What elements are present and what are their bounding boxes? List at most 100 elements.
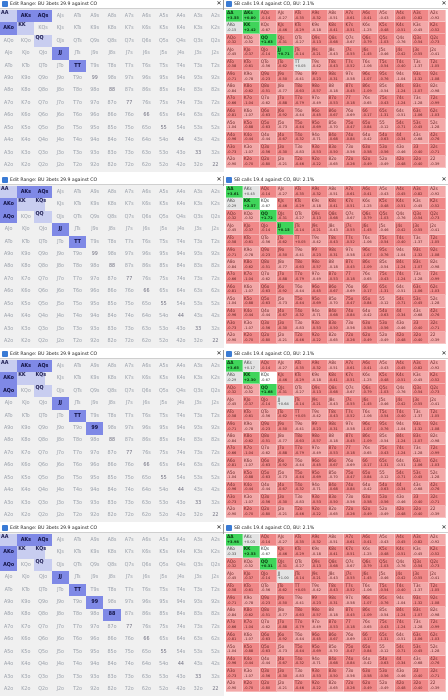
range-cell[interactable]: 33 — [189, 671, 207, 684]
range-cell[interactable]: 33 — [189, 323, 207, 336]
equity-cell[interactable]: 64o -0.42 — [361, 131, 379, 144]
range-cell[interactable]: Q9o — [34, 422, 52, 435]
range-cell[interactable]: 98o — [86, 434, 104, 448]
equity-cell[interactable]: J8o -0.77 — [276, 82, 294, 96]
range-cell[interactable]: Q2s — [206, 210, 224, 224]
equity-cell[interactable]: 64s -0.51 — [395, 457, 413, 470]
range-cell[interactable]: 87s — [120, 260, 138, 274]
range-cell[interactable]: 66 — [137, 459, 156, 473]
range-cell[interactable]: 95s — [155, 422, 173, 435]
range-cell[interactable]: AKs — [17, 534, 35, 547]
range-cell[interactable]: QJs — [51, 384, 69, 398]
range-cell[interactable]: T5o — [68, 122, 87, 135]
equity-cell[interactable]: 33 -0.40 — [412, 143, 430, 156]
range-cell[interactable]: 43s — [189, 658, 207, 672]
equity-cell[interactable]: AQo -0.32 — [226, 558, 243, 571]
range-cell[interactable]: 74o — [120, 310, 138, 324]
equity-cell[interactable]: 63s -1.06 — [412, 631, 430, 644]
range-cell[interactable]: 76o — [120, 285, 138, 299]
equity-cell[interactable]: K4s -0.51 — [395, 22, 413, 35]
range-cell[interactable]: KQo — [17, 558, 35, 572]
equity-cell[interactable]: T2s -1.05 — [429, 582, 446, 595]
range-cell[interactable]: J9o — [51, 596, 69, 609]
range-cell[interactable]: QJs — [51, 558, 69, 572]
equity-cell[interactable]: K4s -0.51 — [395, 372, 413, 385]
range-cell[interactable]: KQo — [17, 210, 35, 224]
equity-cell[interactable]: K4s -0.51 — [395, 198, 413, 211]
equity-cell[interactable]: 75o -0.47 — [344, 119, 362, 132]
equity-cell[interactable]: AKo -0.33 — [226, 546, 243, 559]
range-cell[interactable]: 96s — [137, 248, 156, 261]
range-cell[interactable]: T5s — [155, 235, 173, 249]
equity-cell[interactable]: 98o -0.57 — [310, 258, 328, 272]
range-cell[interactable]: Q3o — [34, 147, 52, 160]
range-cell[interactable]: 73s — [189, 273, 207, 286]
equity-cell[interactable]: K9o -0.78 — [242, 246, 260, 259]
equity-cell[interactable]: J8s -0.43 — [327, 396, 345, 409]
equity-cell[interactable]: 22 -0.39 — [429, 679, 446, 692]
equity-cell[interactable]: 93s -1.32 — [412, 420, 430, 433]
equity-cell[interactable]: 32s -0.71 — [429, 319, 446, 332]
equity-cell[interactable]: 74s -1.24 — [395, 619, 413, 632]
equity-cell[interactable]: 97s -0.58 — [344, 246, 362, 259]
range-cell[interactable]: Q2o — [34, 509, 52, 522]
range-cell[interactable]: K7s — [120, 22, 138, 35]
equity-cell[interactable]: 92s -1.08 — [429, 594, 446, 607]
range-cell[interactable]: T5s — [155, 583, 173, 597]
equity-cell[interactable]: 96o -0.45 — [310, 283, 328, 296]
equity-cell[interactable]: KTs -0.29 — [293, 372, 311, 385]
range-cell[interactable]: 53s — [189, 298, 207, 311]
equity-cell[interactable]: K6o -1.07 — [242, 457, 260, 470]
range-cell[interactable]: T2o — [68, 335, 87, 348]
range-cell[interactable]: J8s — [103, 571, 121, 584]
range-cell[interactable]: K6s — [137, 22, 156, 35]
range-cell[interactable]: 64s — [172, 109, 190, 123]
range-cell[interactable]: A6s — [137, 10, 156, 23]
range-cell[interactable]: 42s — [206, 134, 224, 148]
equity-cell[interactable]: 73o -0.56 — [344, 319, 362, 332]
range-cell[interactable]: 83s — [189, 84, 207, 98]
range-cell[interactable]: 82s — [206, 84, 224, 98]
range-cell[interactable]: A2s — [206, 186, 224, 199]
equity-cell[interactable]: KQo -0.52 — [242, 210, 260, 223]
equity-cell[interactable]: K8o -0.62 — [242, 432, 260, 446]
equity-cell[interactable]: 88 -0.18 — [327, 258, 345, 272]
range-cell[interactable]: 83o — [103, 323, 121, 336]
range-cell[interactable]: 64o — [137, 310, 156, 324]
range-cell[interactable]: 87s — [120, 84, 138, 98]
equity-cell[interactable]: 92s -1.08 — [429, 420, 446, 433]
equity-cell[interactable]: J9o -0.50 — [276, 420, 294, 433]
range-cell[interactable]: Q8o — [34, 84, 52, 98]
range-cell[interactable]: T2s — [206, 409, 224, 423]
equity-cell[interactable]: J9s -0.21 — [310, 570, 328, 583]
range-cell[interactable]: AQo — [0, 384, 18, 398]
range-cell[interactable]: 83s — [189, 434, 207, 448]
range-cell[interactable]: 95s — [155, 596, 173, 609]
range-cell[interactable]: 72s — [206, 621, 224, 634]
equity-cell[interactable]: 85s -0.54 — [378, 606, 396, 620]
equity-cell[interactable]: T6o -0.44 — [293, 283, 311, 296]
equity-cell[interactable]: J2o -0.21 — [276, 331, 294, 344]
range-cell[interactable]: 88 — [103, 260, 121, 274]
equity-cell[interactable]: 83o -0.50 — [327, 143, 345, 156]
range-cell[interactable]: 74s — [172, 273, 190, 286]
equity-cell[interactable]: Q8o -0.51 — [259, 432, 277, 446]
range-cell[interactable]: 53s — [189, 472, 207, 485]
equity-cell[interactable]: J9o -0.50 — [276, 70, 294, 83]
range-cell[interactable]: T3o — [68, 497, 87, 510]
range-cell[interactable]: 94s — [172, 248, 190, 261]
equity-cell[interactable]: 92s -1.08 — [429, 70, 446, 83]
equity-cell[interactable]: QTs -0.27 — [293, 558, 311, 571]
equity-cell[interactable]: AKo -0.15 — [226, 22, 243, 35]
range-cell[interactable]: A7s — [120, 534, 138, 547]
range-cell[interactable]: A7s — [120, 186, 138, 199]
equity-cell[interactable]: 94s -1.04 — [395, 420, 413, 433]
equity-cell[interactable]: TT +0.05 — [293, 408, 311, 421]
equity-cell[interactable]: 73o -0.56 — [344, 143, 362, 156]
range-cell[interactable]: 98s — [103, 72, 121, 85]
range-cell[interactable]: 62s — [206, 633, 224, 647]
range-cell[interactable]: K5o — [17, 122, 35, 135]
range-cell[interactable]: 65o — [137, 472, 156, 485]
equity-cell[interactable]: 62o -0.49 — [361, 679, 379, 692]
range-cell[interactable]: A6s — [137, 186, 156, 199]
